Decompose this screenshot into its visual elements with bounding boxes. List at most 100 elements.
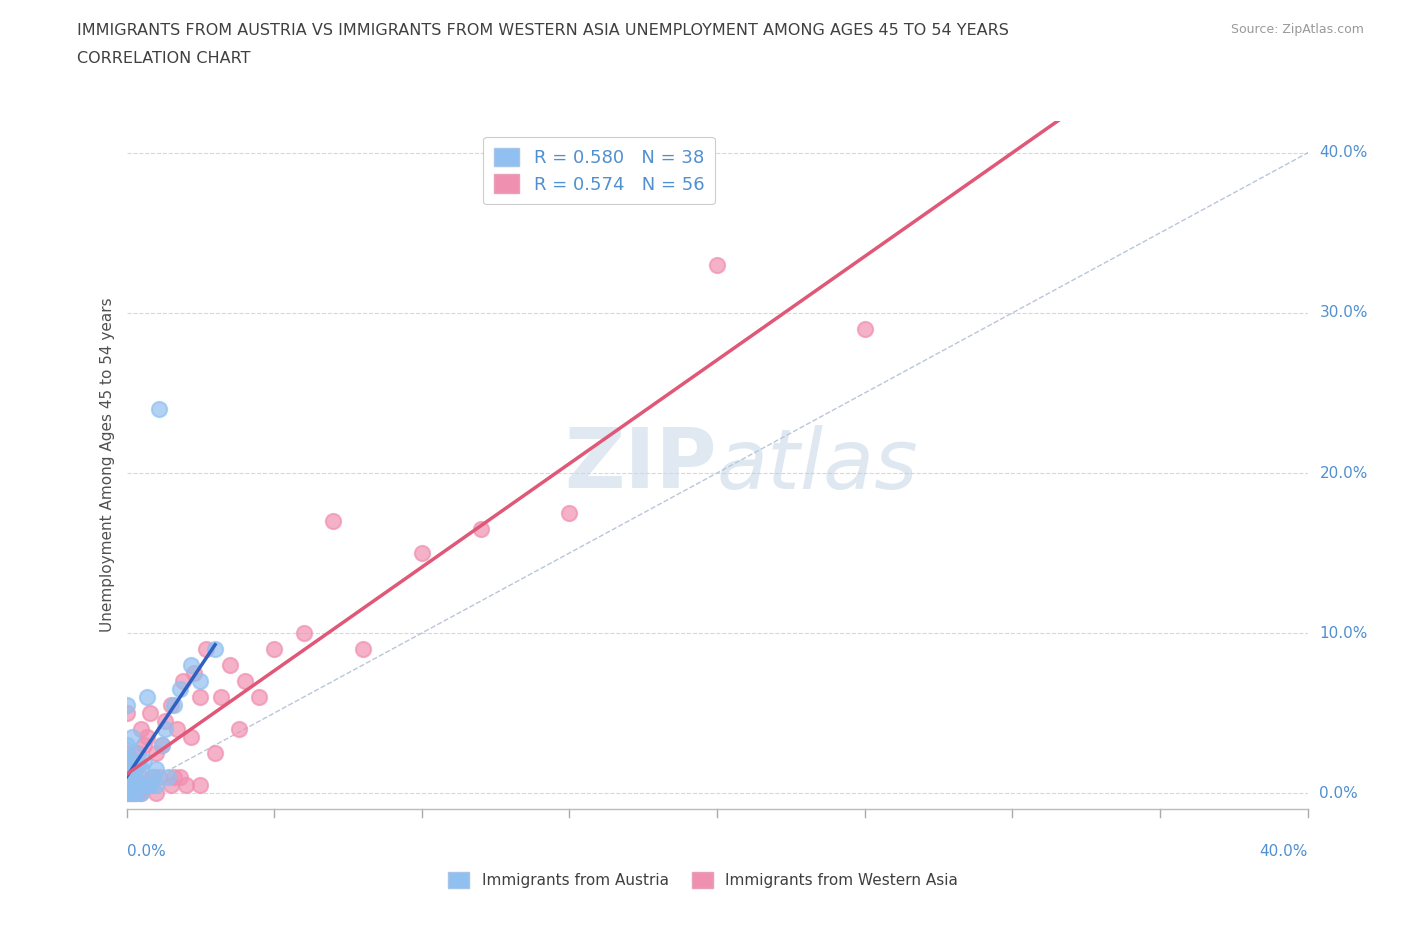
- Y-axis label: Unemployment Among Ages 45 to 54 years: Unemployment Among Ages 45 to 54 years: [100, 298, 115, 632]
- Point: [121, 753, 143, 768]
- Point: [411, 546, 433, 561]
- Point: [129, 786, 153, 801]
- Point: [124, 746, 146, 761]
- Point: [121, 753, 143, 768]
- Point: [136, 777, 159, 792]
- Point: [115, 698, 138, 712]
- Point: [142, 770, 165, 785]
- Point: [145, 786, 167, 801]
- Text: atlas: atlas: [717, 424, 918, 506]
- Point: [263, 642, 285, 657]
- Point: [195, 642, 218, 657]
- Point: [136, 690, 159, 705]
- Point: [204, 746, 226, 761]
- Point: [127, 746, 149, 761]
- Point: [118, 753, 141, 768]
- Point: [129, 770, 153, 785]
- Point: [115, 786, 138, 801]
- Point: [139, 706, 162, 721]
- Point: [127, 786, 149, 801]
- Point: [139, 777, 162, 792]
- Point: [163, 698, 186, 712]
- Point: [174, 777, 197, 792]
- Point: [121, 786, 143, 801]
- Point: [706, 258, 728, 272]
- Point: [219, 658, 242, 672]
- Point: [142, 770, 165, 785]
- Text: 10.0%: 10.0%: [1319, 626, 1368, 641]
- Legend: R = 0.580   N = 38, R = 0.574   N = 56: R = 0.580 N = 38, R = 0.574 N = 56: [482, 137, 716, 205]
- Point: [292, 626, 315, 641]
- Point: [129, 722, 153, 737]
- Point: [121, 770, 143, 785]
- Point: [115, 762, 138, 777]
- Point: [188, 777, 212, 792]
- Point: [124, 770, 146, 785]
- Point: [139, 777, 162, 792]
- Point: [134, 753, 156, 768]
- Point: [118, 762, 141, 777]
- Point: [136, 777, 159, 792]
- Point: [115, 777, 138, 792]
- Point: [121, 730, 143, 745]
- Point: [352, 642, 374, 657]
- Point: [115, 770, 138, 785]
- Point: [233, 673, 256, 688]
- Point: [228, 722, 250, 737]
- Point: [558, 506, 581, 521]
- Point: [169, 682, 191, 697]
- Point: [118, 786, 141, 801]
- Text: 30.0%: 30.0%: [1319, 305, 1368, 321]
- Point: [160, 777, 183, 792]
- Point: [183, 666, 205, 681]
- Text: CORRELATION CHART: CORRELATION CHART: [77, 51, 250, 66]
- Point: [153, 722, 176, 737]
- Point: [853, 322, 876, 337]
- Point: [153, 713, 176, 728]
- Point: [163, 770, 186, 785]
- Point: [160, 698, 183, 712]
- Point: [145, 762, 167, 777]
- Point: [148, 770, 170, 785]
- Point: [115, 786, 138, 801]
- Point: [127, 777, 149, 792]
- Point: [180, 658, 202, 672]
- Point: [136, 730, 159, 745]
- Point: [115, 770, 138, 785]
- Point: [115, 777, 138, 792]
- Point: [169, 770, 191, 785]
- Point: [134, 777, 156, 792]
- Point: [124, 786, 146, 801]
- Text: 0.0%: 0.0%: [127, 844, 166, 859]
- Point: [150, 737, 173, 752]
- Point: [322, 513, 344, 528]
- Point: [156, 770, 179, 785]
- Text: 40.0%: 40.0%: [1319, 145, 1368, 160]
- Point: [150, 737, 173, 752]
- Point: [115, 762, 138, 777]
- Point: [115, 746, 138, 761]
- Text: ZIP: ZIP: [565, 424, 717, 506]
- Point: [188, 690, 212, 705]
- Point: [166, 722, 188, 737]
- Point: [115, 706, 138, 721]
- Point: [134, 737, 156, 752]
- Point: [148, 402, 170, 417]
- Point: [127, 757, 149, 772]
- Text: Source: ZipAtlas.com: Source: ZipAtlas.com: [1230, 23, 1364, 36]
- Point: [209, 690, 232, 705]
- Point: [145, 746, 167, 761]
- Point: [118, 786, 141, 801]
- Text: 20.0%: 20.0%: [1319, 466, 1368, 481]
- Point: [115, 737, 138, 752]
- Point: [115, 753, 138, 768]
- Point: [124, 762, 146, 777]
- Point: [249, 690, 271, 705]
- Point: [188, 673, 212, 688]
- Point: [124, 786, 146, 801]
- Text: IMMIGRANTS FROM AUSTRIA VS IMMIGRANTS FROM WESTERN ASIA UNEMPLOYMENT AMONG AGES : IMMIGRANTS FROM AUSTRIA VS IMMIGRANTS FR…: [77, 23, 1010, 38]
- Legend: Immigrants from Austria, Immigrants from Western Asia: Immigrants from Austria, Immigrants from…: [441, 866, 965, 895]
- Point: [118, 773, 141, 788]
- Point: [172, 673, 194, 688]
- Point: [180, 730, 202, 745]
